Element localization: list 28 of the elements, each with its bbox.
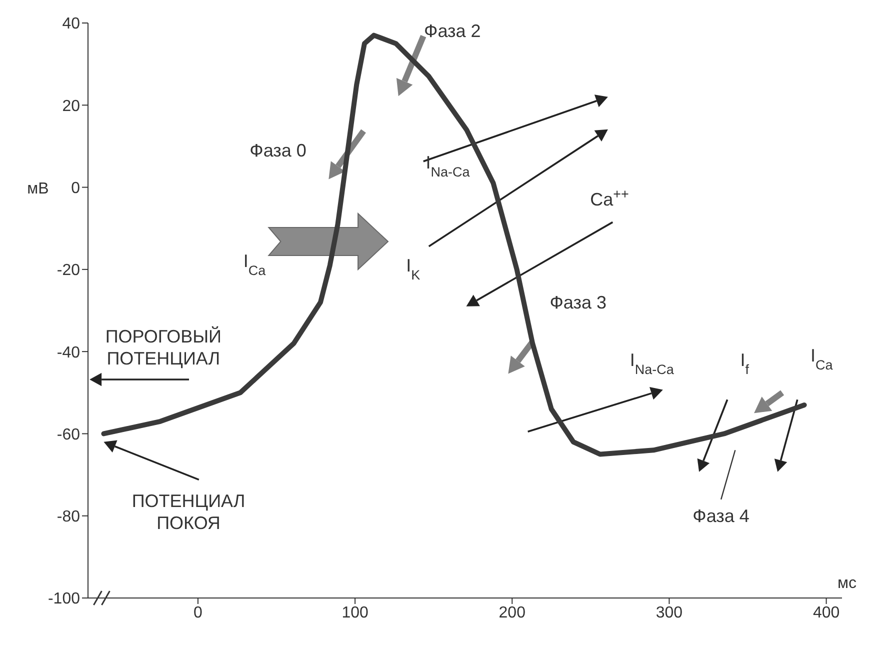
x-tick-label: 0 [194,604,203,622]
y-axis-title: мВ [27,180,49,198]
y-tick-label: -100 [48,590,80,608]
y-tick-label: -80 [56,508,80,526]
y-tick-label: 20 [62,98,80,115]
annotation: Фаза 3 [550,292,606,312]
x-tick-label: 100 [342,604,368,622]
x-tick-label: 300 [656,604,683,622]
y-tick-label: 0 [71,180,80,197]
annotation: Фаза 4 [692,506,750,526]
annotation: ПОРОГОВЫЙ ПОТЕНЦИАЛ [105,325,222,368]
y-tick-label: -20 [56,262,80,280]
annotation: I$_{Na-Ca}$ [426,152,470,180]
annotation: Фаза 0 [250,140,306,160]
y-tick-label: -40 [56,344,80,362]
annotation: ПОТЕНЦИАЛ ПОКОЯ [132,490,246,533]
annotation: I$_{Ca}$ [243,251,266,278]
x-axis-title: мс [838,575,856,592]
x-tick-label: 200 [498,604,526,622]
annotation: Фаза 2 [424,21,481,42]
x-tick-label: 400 [812,604,840,622]
annotation: I$_{K}$ [406,255,420,282]
annotation: I$_{Na-Ca}$ [630,350,674,376]
annotation: I$_{Ca}$ [810,346,834,372]
annotation: I$_{f}$ [740,350,750,376]
annotation: Ca$^{++}$ [590,186,630,210]
y-tick-label: 40 [62,16,80,33]
y-tick-label: -60 [56,426,80,444]
